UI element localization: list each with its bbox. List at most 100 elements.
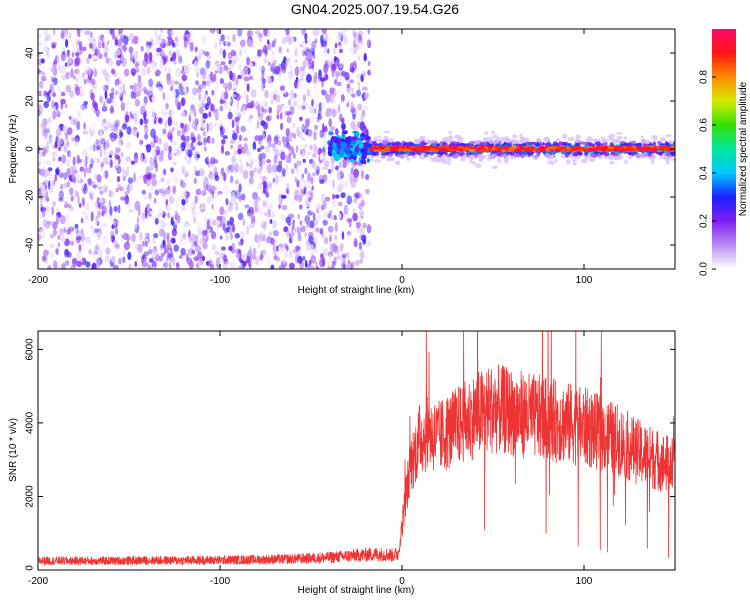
spectrogram-speckle <box>281 64 287 74</box>
spectrogram-speckle <box>77 33 81 38</box>
spectrogram-speckle <box>307 172 312 182</box>
spectrogram-speckle <box>234 116 240 123</box>
spectrogram-speckle <box>63 144 68 153</box>
spectrogram-onset-mark <box>360 148 365 154</box>
spectrogram-speckle <box>181 78 188 88</box>
spectrogram-speckle <box>109 105 114 114</box>
spectrogram-speckle <box>203 92 208 101</box>
spectrogram-speckle <box>164 111 168 116</box>
spectrogram-speckle <box>304 167 308 175</box>
spectrogram-speckle <box>52 201 56 207</box>
spectrogram-speckle <box>179 90 185 96</box>
spectrogram-speckle <box>92 55 98 60</box>
spectrogram-speckle <box>322 256 326 267</box>
spectrogram-speckle <box>288 37 292 45</box>
spectrogram-band-halo <box>409 142 414 147</box>
spectrogram-speckle <box>94 228 99 234</box>
spectrogram-speckle <box>227 205 233 212</box>
spectrogram-speckle <box>198 106 204 114</box>
spectrogram-speckle <box>285 154 291 164</box>
spectrogram-band-core <box>406 148 412 152</box>
spectrogram-speckle <box>186 124 190 135</box>
spectrogram-speckle <box>41 122 47 129</box>
spectrogram-band-core <box>488 146 493 150</box>
spectrogram-band-core <box>512 145 517 149</box>
spectrogram-speckle <box>261 249 267 256</box>
spectrogram-band-halo <box>601 139 606 143</box>
spectrogram-speckle <box>258 172 263 177</box>
spectrogram-speckle <box>57 182 62 188</box>
spectrogram-speckle <box>172 257 176 267</box>
spectrogram-band-halo <box>459 139 464 144</box>
spectrogram-speckle <box>144 30 149 40</box>
spectrogram-speckle <box>324 159 331 168</box>
spectrogram-speckle <box>159 42 166 49</box>
spectrogram-speckle <box>211 190 215 199</box>
spectrogram-speckle <box>202 242 208 250</box>
spectrogram-speckle <box>346 205 349 214</box>
spectrogram-speckle <box>247 151 252 157</box>
spectrogram-speckle <box>269 219 273 224</box>
spectrogram-speckle <box>243 48 247 55</box>
spectrogram-speckle <box>133 51 139 61</box>
spectrogram-speckle <box>267 231 273 240</box>
spectrogram-band-halo <box>567 137 575 141</box>
spectrogram-speckle <box>218 48 223 55</box>
spectrogram-speckle <box>220 126 226 135</box>
spectrogram-speckle <box>284 110 291 117</box>
spectrogram-speckle <box>178 235 184 243</box>
spectrogram-speckle <box>365 188 370 194</box>
spectrogram-speckle <box>268 224 274 231</box>
spectrogram-speckle <box>118 186 125 191</box>
spectrogram-speckle <box>96 231 101 241</box>
spectrogram-speckle <box>40 58 45 64</box>
spectrogram-speckle <box>40 203 43 213</box>
spectrogram-speckle <box>193 177 197 185</box>
spectrogram-speckle <box>249 30 255 36</box>
spectrogram-speckle <box>341 29 347 35</box>
spectrogram-speckle <box>195 67 201 76</box>
spectrogram-speckle <box>271 49 275 57</box>
spectrogram-speckle <box>114 154 120 160</box>
spectrogram-speckle <box>202 50 206 55</box>
spectrogram-speckle <box>229 140 234 145</box>
spectrogram-speckle <box>85 261 91 268</box>
spectrogram-speckle <box>147 90 154 99</box>
spectrogram-speckle <box>171 127 175 132</box>
spectrogram-speckle <box>322 122 325 133</box>
spectrogram-speckle <box>232 87 237 95</box>
spectrogram-speckle <box>296 180 300 188</box>
spectrogram-band-halo <box>638 143 642 147</box>
spectrogram-speckle <box>105 247 111 255</box>
spectrogram-band-halo <box>630 140 636 144</box>
spectrogram-speckle <box>223 209 227 216</box>
spectrogram-speckle <box>76 154 80 165</box>
spectrogram-speckle <box>193 125 198 132</box>
spectrogram-speckle <box>162 91 165 101</box>
spectrogram-onset-mark <box>339 150 344 158</box>
spectrogram-speckle <box>154 29 158 37</box>
spectrogram-speckle <box>163 55 169 63</box>
spectrogram-speckle <box>191 121 197 130</box>
spectrogram-band-halo <box>427 139 432 145</box>
spectrogram-speckle <box>47 78 53 84</box>
spectrogram-speckle <box>366 224 372 234</box>
spectrogram-speckle <box>288 132 293 143</box>
spectrogram-speckle <box>172 89 176 99</box>
spectrogram-speckle <box>167 150 173 161</box>
spectrogram-speckle <box>270 90 274 100</box>
spectrogram-speckle <box>91 37 97 48</box>
spectrogram-speckle <box>49 200 55 205</box>
spectrogram-speckle <box>111 68 115 75</box>
spectrogram-speckle <box>194 195 198 204</box>
spectrogram-speckle <box>272 243 277 253</box>
spectrogram-speckle <box>45 33 51 41</box>
spectrogram-speckle <box>304 232 308 237</box>
spectrogram-onset-mark <box>340 141 347 149</box>
spectrogram-speckle <box>118 248 122 257</box>
spectrogram-speckle <box>145 178 151 187</box>
spectrogram-speckle <box>204 93 208 99</box>
spectrogram-speckle <box>85 68 89 76</box>
spectrogram-speckle <box>104 185 109 194</box>
spectrogram-band-halo <box>451 154 459 159</box>
